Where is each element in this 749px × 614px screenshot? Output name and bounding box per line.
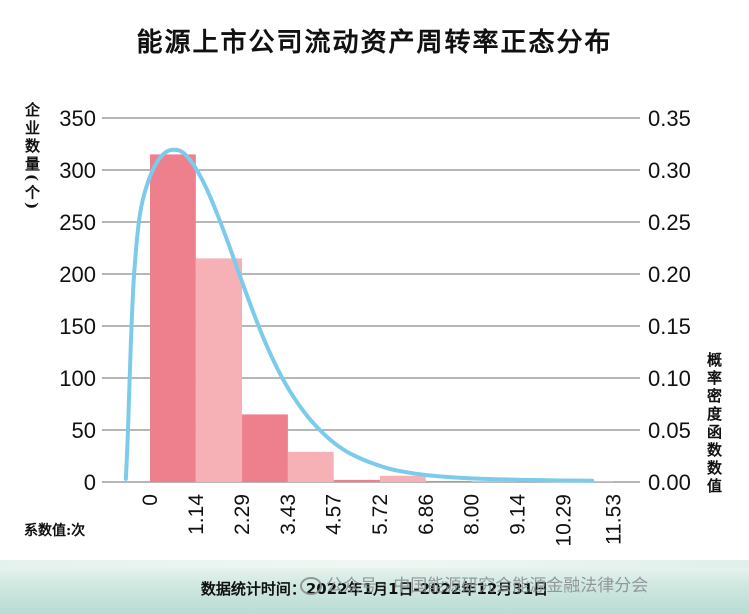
x-tick-label: 5.72 bbox=[369, 494, 392, 535]
y-axis-right-label: 概率密度函数数值 bbox=[705, 352, 723, 496]
x-tick-label: 3.43 bbox=[277, 494, 300, 535]
x-tick-label: 8.00 bbox=[461, 494, 484, 535]
y-right-tick-label: 0.30 bbox=[648, 158, 691, 183]
y-axis-left-label: 企业数量(个) bbox=[23, 102, 41, 213]
wechat-icon bbox=[300, 577, 322, 595]
y-left-tick-label: 150 bbox=[59, 314, 96, 339]
y-left-tick-label: 50 bbox=[72, 418, 96, 443]
histogram-bar bbox=[425, 480, 472, 482]
x-tick-label: 10.29 bbox=[553, 494, 576, 547]
histogram-bar bbox=[471, 480, 518, 482]
watermark: 公众号 · 中国能源研究会能源金融法律分会 bbox=[300, 571, 648, 596]
x-tick-label: 11.53 bbox=[603, 494, 626, 545]
footer-band bbox=[0, 568, 749, 614]
histogram-bar bbox=[287, 451, 334, 482]
y-right-tick-label: 0.00 bbox=[648, 470, 691, 495]
data-period-note: 数据统计时间：2022年1月1日-2022年12月31日 bbox=[200, 580, 549, 598]
y-left-tick-label: 350 bbox=[59, 106, 96, 131]
y-right-tick-label: 0.05 bbox=[648, 418, 691, 443]
y-right-tick-label: 0.15 bbox=[648, 314, 691, 339]
chart-title: 能源上市公司流动资产周转率正态分布 bbox=[136, 28, 613, 58]
histogram-bar bbox=[379, 475, 426, 482]
histogram-bar bbox=[150, 154, 196, 482]
density-curve bbox=[123, 147, 595, 483]
histogram-bar bbox=[333, 479, 380, 482]
y-right-tick-label: 0.10 bbox=[648, 366, 691, 391]
x-tick-label: 0 bbox=[139, 494, 162, 506]
y-left-tick-label: 0 bbox=[84, 470, 96, 495]
x-tick-label: 6.86 bbox=[415, 494, 438, 535]
y-right-tick-label: 0.35 bbox=[648, 106, 691, 131]
x-axis-label: 系数值:次 bbox=[24, 523, 86, 539]
histogram-bar bbox=[195, 258, 243, 482]
x-tick-label: 1.14 bbox=[185, 494, 208, 535]
x-tick-label: 4.57 bbox=[323, 494, 346, 535]
x-tick-label: 2.29 bbox=[231, 494, 254, 535]
watermark-text: 公众号 · 中国能源研究会能源金融法律分会 bbox=[326, 576, 649, 596]
y-left-tick-label: 200 bbox=[59, 262, 96, 287]
histogram-bar bbox=[242, 414, 288, 482]
x-tick-label: 9.14 bbox=[506, 494, 529, 535]
y-left-tick-label: 300 bbox=[59, 158, 96, 183]
y-right-tick-label: 0.25 bbox=[648, 210, 691, 235]
y-left-tick-label: 100 bbox=[59, 366, 96, 391]
y-right-tick-label: 0.20 bbox=[648, 262, 691, 287]
y-left-tick-label: 250 bbox=[59, 210, 96, 235]
